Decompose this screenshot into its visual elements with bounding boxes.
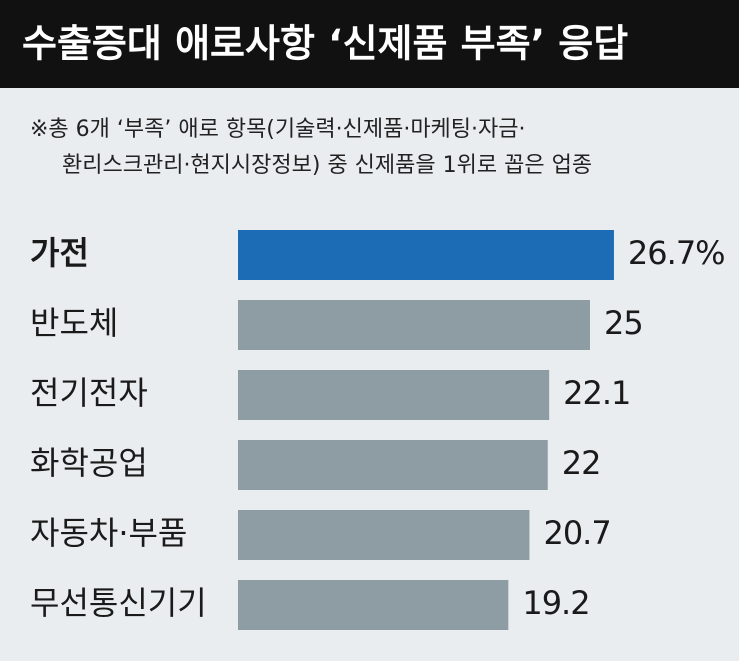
- bar: [238, 370, 550, 420]
- category-label: 전기전자: [30, 374, 148, 412]
- value-label: 22.1: [563, 374, 630, 412]
- value-label: 25: [604, 304, 643, 342]
- bar: [238, 300, 590, 350]
- value-label: 22: [562, 444, 601, 482]
- value-label: 19.2: [522, 584, 589, 622]
- value-label: 20.7: [543, 514, 610, 552]
- subtitle: 환리스크관리·현지시장정보) 중 신제품을 1위로 꼽은 업종: [62, 153, 592, 178]
- chart-title: 수출증대 애로사항 ‘신제품 부족’ 응답: [22, 22, 628, 66]
- bar: [238, 580, 509, 630]
- value-label: 26.7%: [628, 234, 725, 272]
- bar: [238, 230, 614, 280]
- subtitle: ※총 6개 ‘부족’ 애로 항목(기술력·신제품·마케팅·자금·: [30, 117, 526, 142]
- category-label: 자동차·부품: [30, 514, 187, 552]
- title-bar: [0, 0, 739, 88]
- bar: [238, 440, 548, 490]
- category-label: 화학공업: [30, 444, 148, 482]
- bar: [238, 510, 530, 560]
- category-label: 반도체: [30, 304, 118, 342]
- category-label: 가전: [30, 234, 89, 272]
- category-label: 무선통신기기: [30, 584, 207, 622]
